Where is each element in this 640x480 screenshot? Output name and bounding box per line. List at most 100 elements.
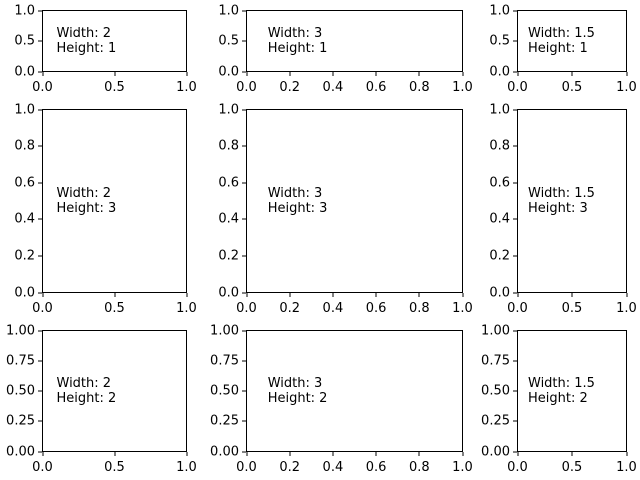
y-tick-label: 0.2 (489, 248, 510, 264)
annotation-line: Height: 2 (267, 391, 328, 406)
y-tick-label: 0.25 (481, 413, 510, 429)
x-tick-label: 0.4 (322, 80, 344, 95)
y-tick-label: 0.8 (489, 138, 510, 154)
y-tick-mark (242, 292, 246, 293)
x-tick-label: 0.5 (561, 301, 583, 316)
y-tick-mark (242, 182, 246, 184)
x-tick-label: 1.0 (452, 301, 473, 316)
subplot-r1c1 (246, 109, 463, 293)
x-tick-mark (626, 293, 627, 297)
y-tick-mark (513, 71, 517, 72)
x-tick-label: 0.2 (279, 301, 301, 316)
y-tick-label: 1.0 (218, 3, 239, 18)
x-tick-mark (289, 452, 291, 456)
y-tick-label: 0.00 (6, 444, 35, 459)
x-tick-label: 0.5 (104, 80, 125, 95)
y-tick-label: 1.0 (218, 102, 239, 117)
x-tick-mark (246, 452, 247, 456)
y-tick-label: 0.75 (6, 353, 35, 369)
y-tick-mark (38, 109, 42, 110)
y-tick-mark (242, 330, 246, 331)
x-tick-label: 0.0 (507, 301, 528, 316)
y-tick-mark (38, 255, 42, 257)
y-tick-label: 0.0 (14, 64, 35, 79)
y-tick-mark (242, 451, 246, 452)
x-tick-label: 0.8 (408, 301, 430, 316)
y-tick-mark (513, 330, 517, 331)
x-tick-label: 0.0 (32, 460, 53, 475)
x-tick-mark (42, 72, 43, 76)
x-tick-label: 0.4 (322, 301, 344, 316)
x-tick-mark (246, 293, 247, 297)
x-tick-label: 0.8 (408, 80, 430, 95)
y-tick-label: 0.0 (489, 64, 510, 79)
y-tick-mark (513, 255, 517, 257)
x-tick-label: 1.0 (616, 301, 637, 316)
x-tick-mark (42, 452, 43, 456)
x-tick-label: 0.5 (561, 80, 583, 95)
y-tick-mark (38, 40, 42, 42)
y-tick-mark (513, 40, 517, 42)
x-tick-mark (375, 293, 377, 297)
y-tick-label: 1.0 (489, 102, 510, 117)
y-tick-mark (513, 420, 517, 422)
x-tick-mark (418, 72, 420, 76)
x-tick-label: 0.0 (32, 301, 53, 316)
x-tick-mark (246, 72, 247, 76)
y-tick-label: 0.50 (481, 383, 510, 399)
y-tick-label: 0.00 (481, 444, 510, 459)
axes-annotation: Width: 1.5 Height: 3 (528, 186, 595, 216)
subplot-r2c2 (517, 330, 627, 452)
y-tick-label: 0.00 (210, 444, 239, 459)
y-tick-label: 0.75 (210, 353, 239, 369)
x-tick-mark (462, 293, 463, 297)
x-tick-label: 0.6 (365, 80, 387, 95)
annotation-line: Width: 1.5 (528, 186, 595, 201)
annotation-line: Height: 1 (56, 41, 117, 56)
y-tick-label: 1.0 (14, 3, 35, 18)
x-tick-mark (571, 293, 573, 297)
x-tick-mark (626, 72, 627, 76)
x-tick-label: 0.5 (104, 460, 125, 475)
y-tick-mark (242, 71, 246, 72)
y-tick-mark (38, 420, 42, 422)
y-tick-mark (38, 10, 42, 11)
x-tick-mark (42, 293, 43, 297)
y-tick-mark (242, 390, 246, 392)
x-tick-mark (571, 72, 573, 76)
x-tick-label: 0.0 (236, 80, 257, 95)
subplot-r1c0 (42, 109, 187, 293)
y-tick-mark (38, 360, 42, 362)
y-tick-mark (242, 360, 246, 362)
subplot-r0c2 (517, 10, 627, 72)
x-tick-mark (375, 72, 377, 76)
y-tick-mark (38, 71, 42, 72)
y-tick-mark (513, 10, 517, 11)
x-tick-mark (114, 293, 115, 297)
y-tick-label: 1.00 (481, 323, 510, 338)
y-tick-mark (513, 451, 517, 452)
y-tick-label: 0.6 (218, 175, 239, 191)
annotation-line: Height: 1 (267, 41, 328, 56)
y-tick-mark (242, 420, 246, 422)
axes-annotation: Width: 2 Height: 2 (57, 376, 117, 406)
y-tick-label: 0.8 (14, 138, 35, 154)
subplot-r0c1 (246, 10, 463, 72)
x-tick-mark (332, 452, 334, 456)
x-tick-label: 0.4 (322, 460, 344, 475)
x-tick-label: 1.0 (176, 301, 197, 316)
x-tick-mark (289, 72, 291, 76)
y-tick-mark (513, 182, 517, 184)
x-tick-mark (114, 452, 115, 456)
y-tick-label: 0.4 (218, 211, 239, 227)
y-tick-label: 0.0 (218, 64, 239, 79)
axes-annotation: Width: 3 Height: 3 (268, 186, 328, 216)
x-tick-label: 1.0 (616, 80, 637, 95)
y-tick-mark (38, 292, 42, 293)
y-tick-label: 0.8 (218, 138, 239, 154)
x-tick-label: 0.5 (561, 460, 583, 475)
x-tick-label: 1.0 (452, 460, 473, 475)
annotation-line: Height: 3 (528, 201, 588, 216)
x-tick-mark (375, 452, 377, 456)
subplot-r0c0 (42, 10, 187, 72)
